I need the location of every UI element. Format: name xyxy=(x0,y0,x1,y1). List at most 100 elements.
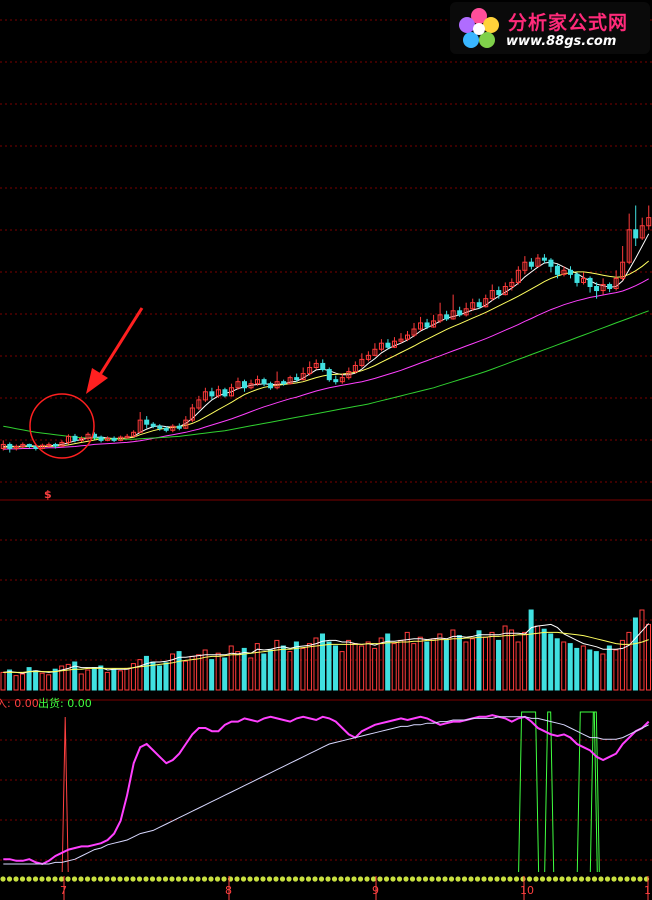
volume-bar xyxy=(287,651,293,691)
sell-signal-pulse xyxy=(518,711,540,873)
baseline-dot xyxy=(487,876,494,882)
baseline-dot xyxy=(591,876,598,882)
baseline-dot xyxy=(377,876,383,882)
baseline-dot xyxy=(396,876,403,882)
candle-body xyxy=(561,269,567,275)
candle-body xyxy=(300,373,306,381)
candle-body xyxy=(424,322,430,328)
baseline-dot xyxy=(182,876,188,882)
candle-body xyxy=(594,286,600,292)
volume-bar xyxy=(39,672,45,691)
moving-average-line xyxy=(3,260,650,448)
candle-body xyxy=(398,338,404,342)
volume-ma-line xyxy=(3,623,650,674)
baseline-dot xyxy=(351,876,357,882)
candle-body xyxy=(444,314,450,320)
baseline-dot xyxy=(344,876,351,882)
volume-bar xyxy=(528,609,534,691)
baseline-dot xyxy=(45,876,52,882)
baseline-dot xyxy=(442,876,448,882)
candle-body xyxy=(333,379,339,383)
baseline-dot xyxy=(338,876,344,882)
candle-body xyxy=(522,261,528,271)
baseline-dot xyxy=(214,876,221,882)
annotation-circle xyxy=(29,393,95,459)
volume-bar xyxy=(98,665,104,691)
volume-bar xyxy=(196,654,202,691)
baseline-dot xyxy=(318,876,325,882)
baseline-dot xyxy=(149,876,156,882)
candle-body xyxy=(235,381,241,389)
baseline-dot xyxy=(370,876,377,882)
candle-body xyxy=(633,229,639,239)
volume-bar xyxy=(72,661,78,691)
baseline-dot xyxy=(500,876,507,882)
candle-body xyxy=(196,399,202,409)
candle-body xyxy=(228,387,234,397)
volume-bar xyxy=(254,643,260,691)
baseline-dot xyxy=(52,876,58,882)
baseline-dot xyxy=(162,876,169,882)
volume-bar xyxy=(241,647,247,691)
candle-body xyxy=(509,281,515,288)
baseline-dot xyxy=(260,876,266,882)
baseline-dot xyxy=(136,876,143,882)
candle-body xyxy=(202,391,208,401)
volume-bar xyxy=(163,662,169,691)
candle-body xyxy=(39,444,45,450)
volume-bar xyxy=(124,667,130,691)
volume-bar xyxy=(130,663,136,691)
candle-body xyxy=(242,381,247,389)
volume-bar xyxy=(463,641,469,691)
baseline-dot xyxy=(611,876,617,882)
candle-body xyxy=(574,273,580,283)
baseline-dot xyxy=(247,876,253,882)
candle-body xyxy=(307,367,313,375)
volume-bar xyxy=(411,643,417,691)
candle-body xyxy=(281,381,287,385)
baseline-dot xyxy=(0,876,6,882)
volume-bar xyxy=(613,649,619,691)
candle-body xyxy=(483,298,489,308)
baseline-dot xyxy=(598,876,604,882)
flower-logo-icon xyxy=(459,8,499,48)
candle-body xyxy=(378,342,384,350)
candle-body xyxy=(248,383,254,389)
volume-bar xyxy=(541,628,547,691)
candle-body xyxy=(405,334,410,340)
candle-body xyxy=(476,302,482,308)
baseline-dot xyxy=(390,876,396,882)
volume-bar xyxy=(385,633,391,691)
baseline-dot xyxy=(19,876,26,882)
baseline-dot xyxy=(266,876,273,882)
baseline-dot xyxy=(364,876,370,882)
volume-bar xyxy=(170,653,176,691)
candle-body xyxy=(222,389,228,397)
candle-body xyxy=(124,435,130,439)
baseline-dot xyxy=(13,876,19,882)
baseline-dot xyxy=(130,876,136,882)
volume-bar xyxy=(450,629,456,691)
site-logo: 分析家公式网 www.88gs.com xyxy=(450,2,650,54)
candle-body xyxy=(98,436,104,441)
volume-bar xyxy=(156,665,162,691)
candle-body xyxy=(79,437,84,441)
candle-body xyxy=(515,269,521,283)
baseline-dot xyxy=(481,876,487,882)
baseline-dot xyxy=(520,876,526,882)
candle-body xyxy=(268,383,274,389)
volume-bar xyxy=(13,675,19,691)
volume-bar xyxy=(65,663,71,691)
candle-body xyxy=(313,362,319,369)
candle-body xyxy=(26,443,32,447)
volume-bar xyxy=(85,669,91,691)
volume-bar xyxy=(111,668,117,691)
volume-bar xyxy=(535,625,541,691)
candle-body xyxy=(52,443,58,447)
baseline-dot xyxy=(273,876,279,882)
baseline-dot xyxy=(637,876,643,882)
sell-signal-pulse xyxy=(576,711,598,873)
candle-body xyxy=(346,371,352,379)
candle-body xyxy=(607,283,613,290)
volume-bar xyxy=(261,653,267,691)
